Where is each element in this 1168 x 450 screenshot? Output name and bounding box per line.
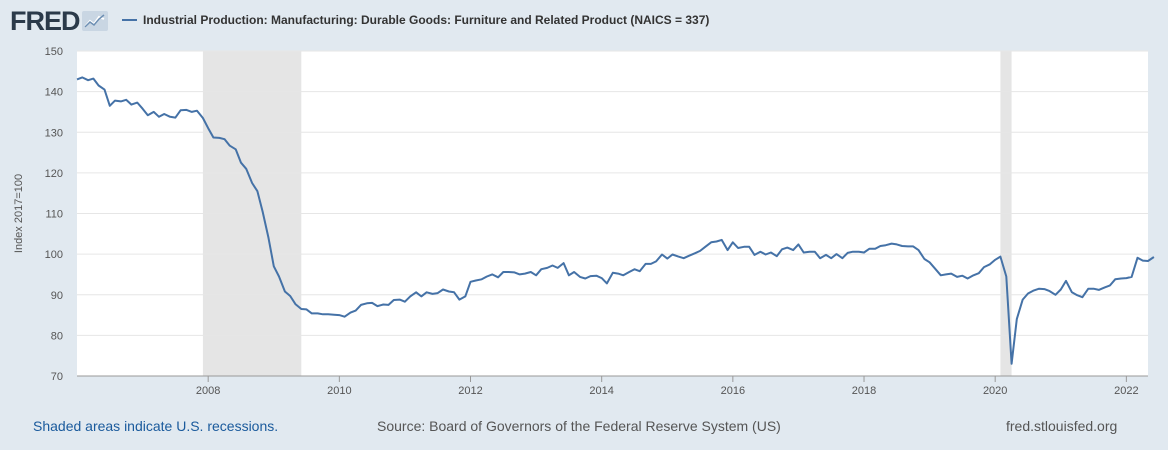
y-axis-label: Index 2017=100 [13,174,25,253]
y-tick-label: 120 [45,168,63,180]
legend-series-label: Industrial Production: Manufacturing: Du… [143,13,710,27]
y-tick-label: 140 [45,87,63,99]
site-link[interactable]: fred.stlouisfed.org [1006,418,1118,434]
x-tick-label: 2010 [327,385,351,397]
x-tick-label: 2016 [721,385,745,397]
recession-note-link[interactable]: Shaded areas indicate U.S. recessions. [33,418,279,434]
fred-logo[interactable]: FRED [10,7,108,35]
y-tick-label: 70 [51,371,63,383]
chart-legend: Industrial Production: Manufacturing: Du… [122,13,709,27]
fred-logo-text: FRED [10,6,80,36]
y-tick-label: 100 [45,249,63,261]
series-line [76,76,1155,365]
x-tick-label: 2012 [458,385,482,397]
y-tick-label: 90 [51,290,63,302]
x-tick-label: 2022 [1114,385,1138,397]
y-tick-label: 150 [45,46,63,58]
source-text: Source: Board of Governors of the Federa… [377,418,781,434]
x-tick-label: 2014 [589,385,613,397]
x-tick-label: 2018 [852,385,876,397]
x-tick-label: 2008 [196,385,220,397]
chart-header: FRED Industrial Production: Manufacturin… [0,0,1168,42]
line-chart: 70 80 90 100 110 120 130 140 150 2008 2010 2012 2014… [13,46,1155,397]
fred-logo-graph-icon [81,11,108,31]
y-tick-label: 110 [45,209,63,221]
legend-series-swatch [122,19,137,21]
y-tick-label: 80 [51,330,63,342]
x-tick-label: 2020 [983,385,1007,397]
y-tick-label: 130 [45,127,63,139]
